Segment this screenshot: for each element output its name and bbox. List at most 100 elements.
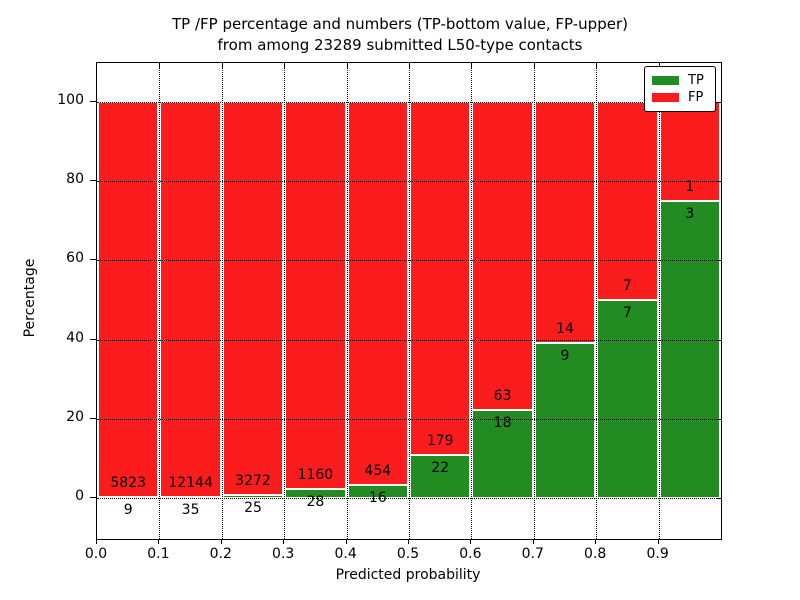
right-tick-mark <box>716 181 721 183</box>
x-tick-label: 0.2 <box>209 546 232 562</box>
fp-count-label: 63 <box>493 388 512 404</box>
tp-count-label: 9 <box>123 502 133 519</box>
horizontal-gridline <box>97 181 721 183</box>
tp-count-label: 9 <box>560 348 570 365</box>
y-tick-label: 40 <box>66 329 84 346</box>
fp-bar-segment <box>98 102 159 498</box>
fp-bar-segment <box>347 102 408 485</box>
legend-label-tp: TP <box>688 73 704 88</box>
x-tick-mark <box>408 539 409 544</box>
x-tick-label: 0.6 <box>459 546 482 562</box>
y-tick-label: 100 <box>57 92 84 108</box>
top-tick-mark <box>159 63 161 68</box>
y-tick-label: 60 <box>66 250 84 267</box>
legend-label-fp: FP <box>688 90 704 105</box>
tp-bar-segment <box>410 454 471 498</box>
x-tick-mark <box>345 539 347 544</box>
legend-entry-fp: FP <box>652 89 708 106</box>
x-tick-label: 0.9 <box>646 546 669 562</box>
vertical-gridline <box>596 63 598 539</box>
fp-count-label: 1160 <box>297 466 334 483</box>
fp-bar-segment <box>222 102 284 495</box>
right-tick-mark <box>716 339 721 341</box>
x-tick-mark <box>96 539 97 544</box>
vertical-gridline <box>284 63 286 539</box>
vertical-gridline <box>471 63 473 539</box>
tp-count-label: 18 <box>493 415 512 431</box>
tp-count-label: 35 <box>181 501 200 518</box>
right-tick-mark <box>716 498 721 499</box>
x-tick-label: 0.1 <box>147 546 170 562</box>
tp-swatch-icon <box>652 76 679 85</box>
top-tick-mark <box>346 63 348 68</box>
x-tick-mark <box>532 539 534 544</box>
fp-bar-segment <box>160 102 221 497</box>
fp-count-label: 5823 <box>110 475 147 492</box>
y-axis-label: Percentage <box>22 258 38 338</box>
chart-title-line2: from among 23289 submitted L50-type cont… <box>217 36 583 54</box>
vertical-gridline <box>159 63 161 539</box>
x-tick-label: 0.0 <box>84 546 108 562</box>
horizontal-gridline <box>97 102 721 103</box>
tp-bar-segment <box>534 343 596 498</box>
x-tick-mark <box>595 539 597 544</box>
tp-bar-segment <box>347 484 408 498</box>
y-tick-mark <box>90 180 96 182</box>
top-tick-mark <box>658 63 660 68</box>
vertical-gridline <box>346 63 348 539</box>
x-tick-mark <box>283 539 285 544</box>
fp-count-label: 12144 <box>168 474 213 491</box>
tp-bar-segment <box>472 410 533 498</box>
top-tick-mark <box>221 63 223 68</box>
y-tick-label: 80 <box>66 171 84 188</box>
horizontal-gridline <box>97 260 721 262</box>
right-tick-mark <box>716 418 721 420</box>
fp-bar-segment <box>472 102 533 410</box>
fp-count-label: 1 <box>685 179 695 195</box>
fp-count-label: 454 <box>364 462 392 479</box>
y-tick-label: 0 <box>75 488 84 504</box>
tp-bar-segment <box>597 300 658 498</box>
x-tick-mark <box>657 539 659 544</box>
legend: TP FP <box>644 66 716 112</box>
fp-count-label: 14 <box>556 321 574 338</box>
fp-bar-segment <box>410 102 471 455</box>
right-tick-mark <box>716 260 721 262</box>
tp-bar-segment <box>285 488 346 498</box>
fp-bar-segment <box>534 102 596 344</box>
x-tick-label: 0.3 <box>272 546 295 562</box>
top-tick-mark <box>284 63 286 68</box>
right-tick-mark <box>716 102 721 103</box>
y-tick-mark <box>90 417 96 419</box>
horizontal-gridline <box>97 339 721 341</box>
x-tick-label: 0.8 <box>584 546 607 562</box>
vertical-gridline <box>658 63 660 539</box>
tp-bar-segment <box>222 494 284 498</box>
top-tick-mark <box>471 63 473 68</box>
fp-count-label: 3272 <box>235 472 271 489</box>
x-tick-label: 0.4 <box>334 546 357 562</box>
y-tick-mark <box>90 101 96 102</box>
horizontal-gridline <box>97 418 721 420</box>
x-tick-mark <box>220 539 222 544</box>
x-tick-mark <box>470 539 472 544</box>
tp-count-label: 22 <box>431 459 450 476</box>
plot-area: 5823 9 12144 35 3272 25 1160 28 454 16 179 22 63 18 14… <box>96 62 722 540</box>
legend-entry-tp: TP <box>652 72 708 89</box>
chart-title-line1: TP /FP percentage and numbers (TP-bottom… <box>172 15 628 33</box>
fp-bar-segment <box>285 102 346 489</box>
x-tick-label: 0.7 <box>521 546 544 562</box>
vertical-gridline <box>533 63 535 539</box>
fp-count-label: 7 <box>622 278 632 294</box>
y-tick-label: 20 <box>66 408 84 425</box>
tp-count-label: 3 <box>685 206 695 222</box>
fp-swatch-icon <box>652 93 679 102</box>
top-tick-mark <box>596 63 598 68</box>
y-tick-mark <box>90 497 96 498</box>
tp-count-label: 16 <box>368 489 387 506</box>
x-axis-label: Predicted probability <box>335 567 481 583</box>
tp-count-label: 25 <box>244 499 262 516</box>
x-tick-mark <box>158 539 160 544</box>
top-tick-mark <box>409 63 410 68</box>
